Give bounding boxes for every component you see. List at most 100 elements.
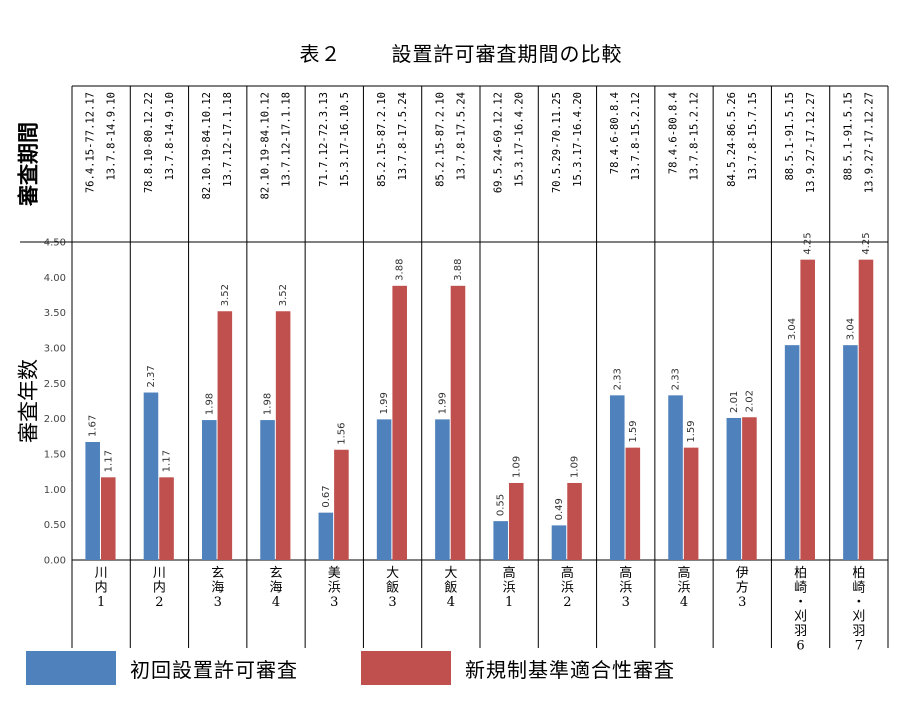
review-period-label: 13.7.8-17.5.24 [397, 92, 409, 181]
y-tick-label: 3.00 [44, 344, 66, 355]
bar-first-review [376, 419, 392, 560]
review-period-label: 71.7.12-72.3.13 [318, 92, 330, 187]
review-period-label: 13.9.27-17.12.27 [805, 92, 817, 193]
bar-new-standard [742, 417, 757, 560]
review-period-label: 82.10.19-84.10.12 [201, 92, 213, 199]
bar-new-standard [217, 311, 233, 560]
review-period-label: 78.4.6-80.8.4 [668, 92, 680, 174]
category-label-char: 玄 [211, 566, 224, 581]
legend-label-first-review: 初回設置許可審査 [130, 657, 298, 682]
category-label-char: 浜 [328, 581, 341, 596]
bar-value-label: 1.99 [379, 392, 390, 414]
category-label-char: 川 [95, 566, 108, 581]
category-label-char: 3 [330, 595, 338, 610]
chart-title: 表２ 設置許可審査期間の比較 [0, 38, 922, 67]
category-label-char: 羽 [852, 624, 865, 639]
bar-new-standard [858, 259, 874, 560]
category-label-char: 浜 [561, 581, 574, 596]
bar-first-review [668, 395, 683, 560]
bar-value-label: 1.67 [88, 415, 99, 437]
bar-value-label: 0.49 [554, 498, 565, 520]
bar-new-standard [800, 259, 815, 560]
category-label-char: 6 [796, 639, 804, 651]
legend-label-new-standard: 新規制基準適合性審査 [465, 657, 675, 682]
category-label-char: 4 [447, 595, 455, 610]
bar-value-label: 1.17 [103, 450, 114, 472]
category-label-char: 1 [505, 595, 513, 610]
bar-new-standard [683, 447, 699, 560]
category-label-char: 内 [95, 580, 108, 596]
category-label-char: 高 [561, 565, 574, 581]
category-label-char: 大 [386, 566, 399, 581]
category-label-char: 飯 [386, 581, 399, 596]
category-label-char: 3 [214, 595, 222, 610]
category-label-char: 3 [388, 595, 396, 610]
category-label-char: 柏 [794, 566, 807, 581]
category-label-char: 2 [155, 595, 163, 610]
review-period-label: 13.7.8-15.2.12 [688, 92, 700, 181]
legend-swatch-new-standard [361, 651, 451, 685]
y-tick-label: 2.00 [44, 414, 66, 425]
y-tick-label: 4.00 [44, 273, 66, 284]
y-tick-label: 1.50 [44, 450, 66, 461]
bar-first-review [843, 345, 858, 560]
bar-first-review [318, 512, 334, 560]
category-label-char: ・ [852, 595, 865, 610]
bar-new-standard [100, 477, 116, 560]
bar-first-review [85, 441, 100, 560]
category-label-char: 浜 [503, 581, 516, 596]
category-label-char: 崎 [794, 581, 807, 596]
review-period-label: 13.7.8-14.9.10 [164, 92, 176, 181]
y-axis-title: 審査年数 [17, 359, 41, 443]
category-label-char: 内 [153, 580, 166, 596]
category-label-char: 柏 [852, 566, 865, 581]
bar-chart: 0.00 0.50 1.00 1.50 2.00 2.50 3.00 3.50 4.00 4.50… [16, 85, 889, 651]
bar-first-review [726, 417, 742, 560]
bar-new-standard [567, 482, 582, 560]
review-period-label: 70.5.29-70.11.25 [551, 92, 563, 193]
review-period-label: 88.5.1-91.5.15 [842, 92, 854, 181]
bar-value-label: 1.98 [204, 393, 215, 415]
review-period-label: 13.7.8-14.9.10 [106, 92, 118, 181]
review-period-label: 15.3.17-16.4.20 [514, 92, 526, 187]
legend-swatch-first-review [26, 651, 116, 685]
bar-new-standard [334, 449, 349, 560]
bar-value-label: 0.67 [321, 485, 332, 507]
review-period-label: 13.7.8-15.2.12 [630, 92, 642, 181]
bar-first-review [201, 420, 217, 560]
bar-first-review [784, 345, 800, 560]
bar-value-label: 3.04 [845, 318, 856, 340]
review-period-label: 13.7.12-17.1.18 [222, 92, 234, 187]
bar-value-label: 2.02 [744, 390, 755, 412]
y-tick-label: 0.50 [44, 520, 66, 531]
category-label-char: 海 [211, 581, 224, 596]
bar-new-standard [625, 447, 641, 560]
category-label-char: ・ [794, 595, 807, 610]
category-label-char: 美 [328, 566, 341, 581]
bar-value-label: 1.17 [162, 450, 173, 472]
review-period-label: 85.2.15-87.2.10 [376, 92, 388, 187]
bar-value-label: 3.52 [278, 284, 289, 306]
title-text: 設置許可審査期間の比較 [391, 42, 623, 66]
review-period-label: 15.3.17-16.4.20 [572, 92, 584, 187]
review-period-label: 84.5.24-86.5.26 [726, 92, 738, 187]
review-period-label: 13.9.27-17.12.27 [863, 92, 875, 193]
category-label-char: 高 [503, 565, 516, 581]
bar-new-standard [450, 285, 466, 560]
review-period-label: 78.4.6-80.8.4 [609, 92, 621, 174]
review-period-label: 88.5.1-91.5.15 [784, 92, 796, 181]
category-label-char: 刈 [794, 610, 807, 625]
bar-value-label: 2.01 [729, 391, 740, 413]
bar-first-review [493, 521, 508, 560]
bar-new-standard [275, 311, 291, 560]
category-label-char: 方 [736, 580, 749, 596]
category-label-char: 3 [738, 595, 746, 610]
legend-item-new-standard: 新規制基準適合性審査 [361, 651, 675, 685]
category-label-char: 浜 [677, 581, 690, 596]
category-label-char: 伊 [736, 566, 749, 581]
bar-value-label: 3.88 [453, 259, 464, 281]
bar-new-standard [392, 285, 407, 560]
bar-value-label: 1.98 [263, 393, 274, 415]
category-label-char: 高 [677, 565, 690, 581]
category-label-char: 3 [622, 595, 630, 610]
